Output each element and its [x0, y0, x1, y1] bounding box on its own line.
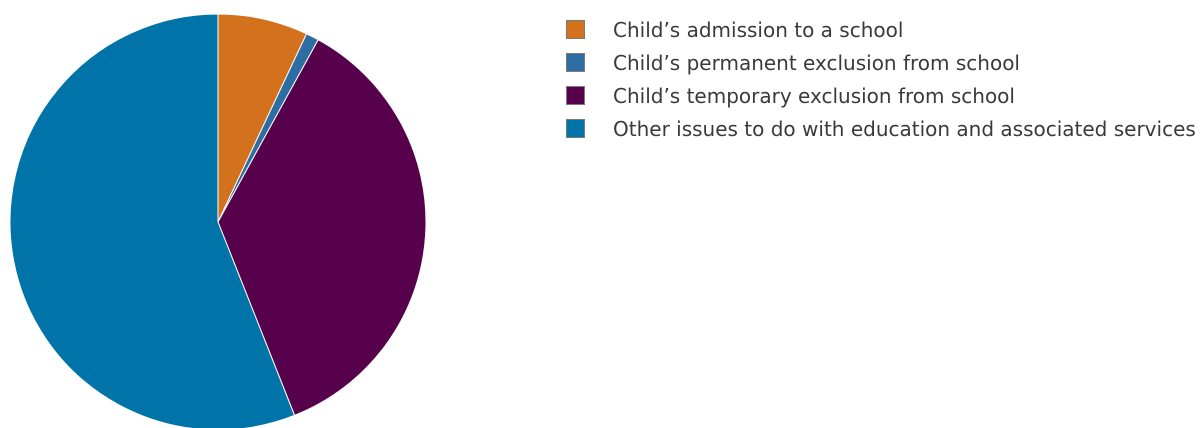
legend-label-permanent-exclusion: Child’s permanent exclusion from school — [613, 51, 1020, 75]
legend-item-permanent-exclusion: Child’s permanent exclusion from school — [566, 49, 1196, 77]
legend-label-temporary-exclusion: Child’s temporary exclusion from school — [613, 84, 1015, 108]
pie-slice-temporary-exclusion — [217, 39, 427, 417]
legend-swatch-admission — [566, 20, 585, 39]
legend-label-admission: Child’s admission to a school — [613, 18, 904, 42]
pie-slice-other-issues — [9, 13, 296, 428]
legend-swatch-temporary-exclusion — [566, 86, 585, 105]
chart-legend: Child’s admission to a school Child’s pe… — [566, 16, 1196, 148]
legend-label-other-issues: Other issues to do with education and as… — [613, 117, 1196, 141]
pie-chart — [9, 13, 427, 428]
legend-swatch-other-issues — [566, 119, 585, 138]
legend-swatch-permanent-exclusion — [566, 53, 585, 72]
legend-item-other-issues: Other issues to do with education and as… — [566, 115, 1196, 143]
legend-item-admission: Child’s admission to a school — [566, 16, 1196, 44]
legend-item-temporary-exclusion: Child’s temporary exclusion from school — [566, 82, 1196, 110]
